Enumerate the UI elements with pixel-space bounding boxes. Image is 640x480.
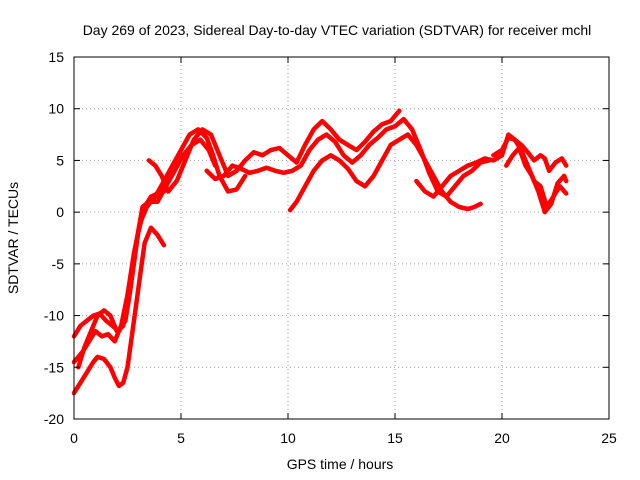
- x-tick-label: 20: [494, 430, 510, 446]
- chart-title: Day 269 of 2023, Sidereal Day-to-day VTE…: [83, 22, 592, 38]
- y-tick-label: 15: [48, 49, 64, 65]
- x-tick-label: 5: [177, 430, 185, 446]
- series-group: [71, 108, 569, 396]
- x-tick-label: 15: [387, 430, 403, 446]
- y-tick-label: -20: [44, 411, 64, 427]
- y-tick-label: 0: [56, 204, 64, 220]
- y-tick-label: -5: [52, 256, 65, 272]
- series-trace-9: [491, 135, 569, 174]
- series-trace-8: [414, 132, 569, 210]
- x-axis-label: GPS time / hours: [287, 456, 394, 472]
- x-tick-label: 10: [280, 430, 296, 446]
- series-trace-1: [71, 225, 167, 396]
- y-tick-label: 5: [56, 152, 64, 168]
- series-trace-10: [504, 145, 569, 215]
- series-trace-7: [287, 132, 483, 213]
- ticks: [73, 56, 610, 420]
- x-tick-labels: 0 5 10 15 20 25: [70, 430, 617, 446]
- y-tick-label: 10: [48, 101, 64, 117]
- series-trace-3: [71, 127, 248, 365]
- y-tick-labels: -20 -15 -10 -5 0 5 10 15: [44, 49, 64, 427]
- x-tick-label: 0: [70, 430, 78, 446]
- grid: [74, 57, 609, 419]
- plot-frame: [73, 56, 610, 420]
- y-tick-label: -10: [44, 308, 64, 324]
- x-tick-label: 25: [601, 430, 617, 446]
- y-tick-label: -15: [44, 359, 64, 375]
- series-trace-5: [146, 108, 402, 194]
- y-axis-label: SDTVAR / TECUs: [5, 182, 21, 294]
